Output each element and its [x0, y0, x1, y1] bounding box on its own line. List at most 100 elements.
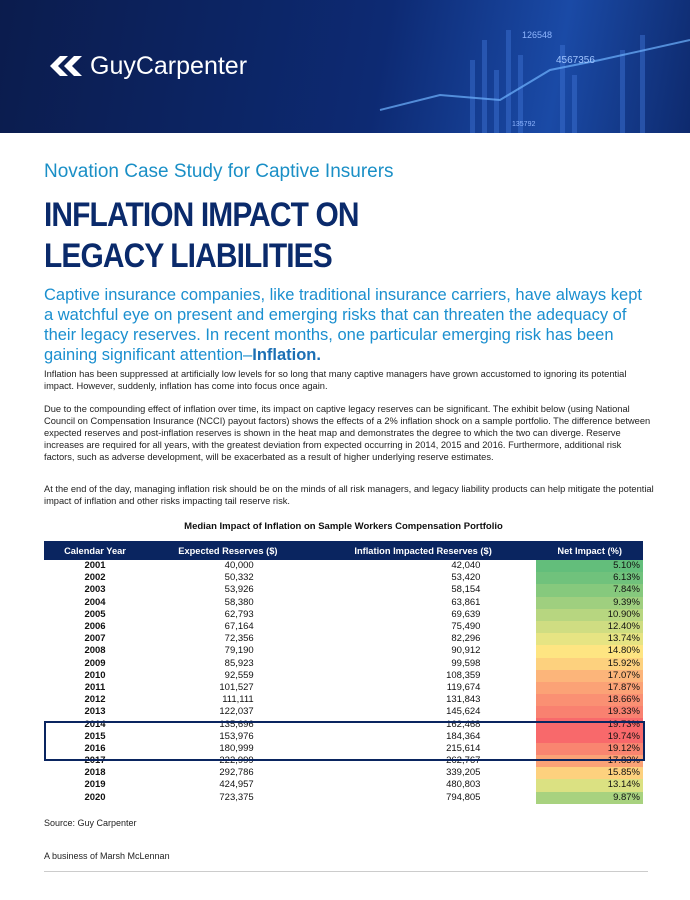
row: 2015 153,976 184,364 19.74% — [44, 730, 643, 743]
cell: 13.74% — [536, 633, 643, 646]
row: 2007 72,356 82,296 13.74% — [44, 633, 643, 646]
cell: 135,696 — [219, 718, 254, 730]
cell: 5.10% — [536, 560, 643, 573]
highlight-box — [44, 721, 645, 761]
cell: 6.13% — [536, 572, 643, 585]
cell: 180,999 — [219, 742, 254, 754]
cell: 50,332 — [224, 572, 254, 584]
footer: A business of Marsh McLennan — [44, 851, 170, 861]
banner-art: 126548 4567356 135792 GuyCarpenter — [50, 30, 690, 133]
source: Source: Guy Carpenter — [44, 818, 137, 828]
cell: 15.92% — [536, 657, 643, 670]
cell: 58,154 — [451, 584, 481, 596]
cell: 2016 — [84, 742, 106, 754]
logo-icon — [50, 56, 82, 76]
column-header: Net Impact (%) — [536, 541, 643, 560]
paragraph: Inflation has been suppressed at artific… — [44, 369, 627, 391]
cell: 2019 — [84, 779, 106, 791]
cell: 794,805 — [446, 791, 481, 803]
rule — [44, 871, 648, 872]
cell: 2011 — [84, 681, 106, 693]
decor-number: 135792 — [512, 121, 535, 128]
row: 2006 67,164 75,490 12.40% — [44, 620, 643, 634]
cell: 2013 — [84, 706, 106, 718]
row: 2012 111,111 131,843 18.66% — [44, 694, 643, 707]
lead: Captive insurance companies, like tradit… — [44, 285, 654, 365]
cell: 69,639 — [451, 608, 481, 620]
cell: 2012 — [84, 694, 106, 706]
cell: 480,803 — [446, 779, 481, 791]
cell: 2015 — [84, 730, 106, 742]
row: 2004 58,380 63,861 9.39% — [44, 596, 643, 609]
cell: 101,527 — [219, 681, 254, 693]
paragraph: Due to the compounding effect of inflati… — [44, 404, 651, 462]
cell: 7.84% — [536, 584, 643, 597]
cell: 82,296 — [451, 633, 481, 645]
row: 2018 292,786 339,205 15.85% — [44, 767, 643, 780]
cell: 58,380 — [224, 596, 254, 608]
subtitle: Novation Case Study for Captive Insurers — [44, 161, 394, 182]
cell: 108,359 — [446, 669, 481, 681]
row: 2009 85,923 99,598 15.92% — [44, 657, 643, 670]
lead-text: Captive insurance companies, like tradit… — [44, 286, 642, 364]
cell: 62,793 — [224, 608, 254, 620]
cell: 13.14% — [536, 779, 643, 792]
cell: 2003 — [84, 584, 106, 596]
cell: 2020 — [84, 791, 106, 803]
cell: 111,111 — [222, 694, 254, 706]
header-row: Calendar Year Expected Reserves ($) Inflat… — [44, 541, 643, 560]
cell: 2010 — [84, 669, 106, 681]
cell: 122,037 — [219, 706, 254, 718]
cell: 79,190 — [224, 645, 254, 657]
column-header: Expected Reserves ($) — [146, 541, 310, 560]
banner: 126548 4567356 135792 GuyCarpenter — [0, 0, 690, 133]
row: 2011 101,527 119,674 17.87% — [44, 681, 643, 695]
cell: 40,000 — [224, 560, 254, 572]
cell: 92,559 — [224, 669, 254, 681]
cell: 2009 — [84, 657, 106, 669]
lead-bold: Inflation. — [252, 346, 321, 364]
row: 2003 53,926 58,154 7.84% — [44, 584, 643, 597]
cell: 17.87% — [536, 681, 643, 695]
cell: 215,614 — [446, 742, 481, 754]
cell: 85,923 — [224, 657, 254, 669]
cell: 53,420 — [451, 572, 481, 584]
cell: 75,490 — [451, 621, 481, 633]
cell: 2005 — [84, 608, 106, 620]
cell: 2006 — [84, 621, 106, 633]
cell: 17.07% — [536, 669, 643, 682]
cell: 63,861 — [451, 596, 481, 608]
cell: 2008 — [84, 645, 106, 657]
cell: 99,598 — [451, 657, 481, 669]
row: 2020 723,375 794,805 9.87% — [44, 791, 643, 804]
paragraph: At the end of the day, managing inflatio… — [44, 484, 654, 506]
cell: 72,356 — [224, 633, 254, 645]
row: 2002 50,332 53,420 6.13% — [44, 572, 643, 585]
cell: 339,205 — [446, 767, 481, 779]
decor-number: 4567356 — [556, 55, 595, 66]
title: INFLATION IMPACT ON — [44, 196, 359, 234]
cell: 10.90% — [536, 608, 643, 621]
cell: 723,375 — [219, 791, 254, 803]
cell: 131,843 — [446, 694, 481, 706]
cell: 19.33% — [536, 706, 643, 719]
brand: GuyCarpenter — [90, 52, 247, 80]
cell: 145,624 — [446, 706, 481, 718]
cell: 184,364 — [446, 730, 481, 742]
cell: 2007 — [84, 633, 106, 645]
cell: 9.87% — [536, 791, 643, 804]
cell: 2001 — [84, 560, 106, 572]
cell: 424,957 — [219, 779, 254, 791]
row: 2013 122,037 145,624 19.33% — [44, 706, 643, 719]
cell: 2018 — [84, 767, 106, 779]
row: 2008 79,190 90,912 14.80% — [44, 645, 643, 658]
cell: 9.39% — [536, 596, 643, 609]
cell: 153,976 — [219, 730, 254, 742]
cell: 2002 — [84, 572, 106, 584]
cell: 18.66% — [536, 694, 643, 707]
cell: 2004 — [84, 596, 106, 608]
title: LEGACY LIABILITIES — [44, 237, 333, 275]
cell: 15.85% — [536, 767, 643, 780]
cell: 53,926 — [224, 584, 254, 596]
